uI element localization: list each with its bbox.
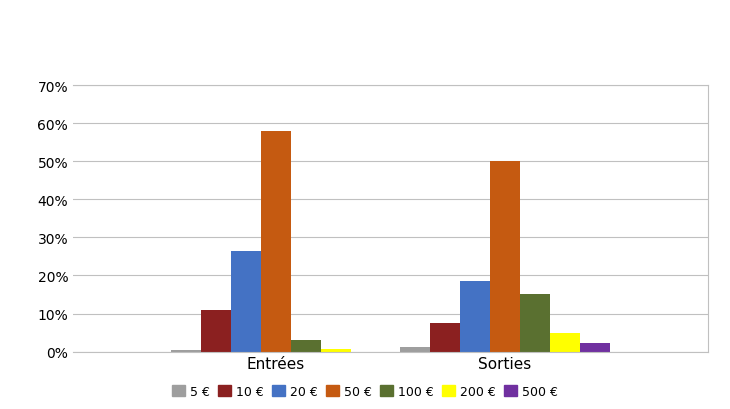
Bar [550,333,580,352]
Bar [201,310,231,352]
Bar [520,295,550,352]
Bar [321,349,351,352]
Legend: 5 €, 10 €, 20 €, 50 €, 100 €, 200 €, 500 €: 5 €, 10 €, 20 €, 50 €, 100 €, 200 €, 500… [167,380,563,403]
Bar [490,162,520,352]
Bar [430,323,460,352]
Bar [400,347,430,352]
Bar [171,350,201,352]
Bar [460,281,490,352]
Bar [291,340,321,352]
Bar [580,344,610,352]
Bar [231,251,261,352]
Bar [261,131,291,352]
